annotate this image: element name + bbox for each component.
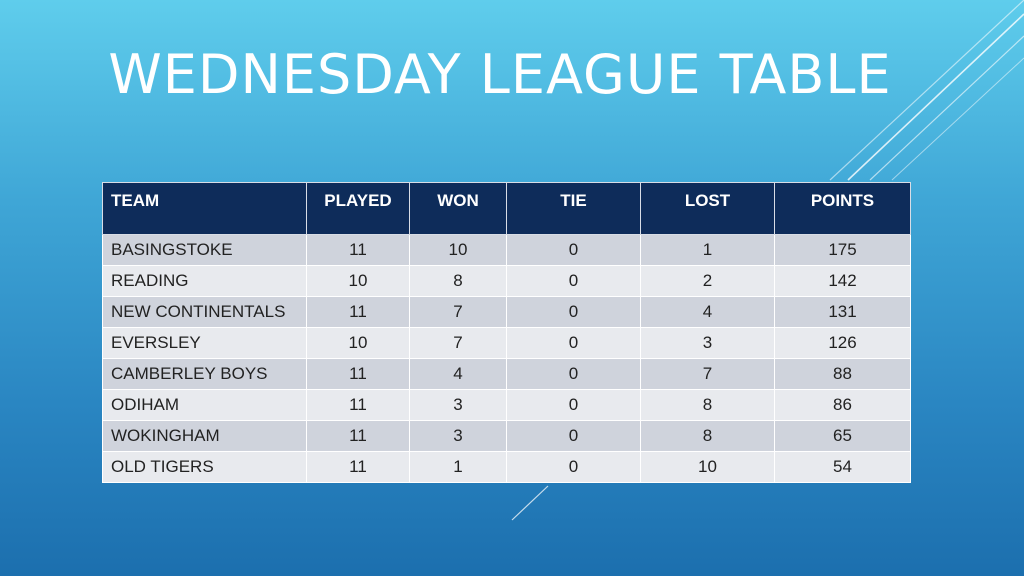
team-name-cell: CAMBERLEY BOYS (102, 358, 307, 390)
tie-cell: 0 (506, 420, 641, 452)
lost-cell: 7 (640, 358, 775, 390)
header-points: POINTS (774, 182, 911, 235)
table-row: EVERSLEY 10 7 0 3 126 (102, 327, 911, 359)
points-cell: 54 (774, 451, 911, 483)
played-cell: 11 (306, 389, 410, 421)
lost-cell: 4 (640, 296, 775, 328)
table-row: ODIHAM 11 3 0 8 86 (102, 389, 911, 421)
won-cell: 4 (409, 358, 507, 390)
table-row: READING 10 8 0 2 142 (102, 265, 911, 297)
points-cell: 142 (774, 265, 911, 297)
won-cell: 7 (409, 296, 507, 328)
tie-cell: 0 (506, 265, 641, 297)
points-cell: 86 (774, 389, 911, 421)
deco-line-5 (511, 485, 549, 521)
team-name-cell: EVERSLEY (102, 327, 307, 359)
header-tie: TIE (506, 182, 641, 235)
table-row: WOKINGHAM 11 3 0 8 65 (102, 420, 911, 452)
tie-cell: 0 (506, 451, 641, 483)
points-cell: 88 (774, 358, 911, 390)
team-name-cell: ODIHAM (102, 389, 307, 421)
played-cell: 11 (306, 296, 410, 328)
tie-cell: 0 (506, 389, 641, 421)
tie-cell: 0 (506, 234, 641, 266)
table-row: CAMBERLEY BOYS 11 4 0 7 88 (102, 358, 911, 390)
header-lost: LOST (640, 182, 775, 235)
won-cell: 3 (409, 389, 507, 421)
points-cell: 175 (774, 234, 911, 266)
team-name-cell: NEW CONTINENTALS (102, 296, 307, 328)
lost-cell: 10 (640, 451, 775, 483)
played-cell: 11 (306, 358, 410, 390)
team-name-cell: OLD TIGERS (102, 451, 307, 483)
played-cell: 10 (306, 265, 410, 297)
tie-cell: 0 (506, 358, 641, 390)
played-cell: 11 (306, 420, 410, 452)
won-cell: 7 (409, 327, 507, 359)
played-cell: 11 (306, 234, 410, 266)
lost-cell: 8 (640, 420, 775, 452)
won-cell: 8 (409, 265, 507, 297)
lost-cell: 2 (640, 265, 775, 297)
team-name-cell: BASINGSTOKE (102, 234, 307, 266)
lost-cell: 8 (640, 389, 775, 421)
table-row: BASINGSTOKE 11 10 0 1 175 (102, 234, 911, 266)
lost-cell: 1 (640, 234, 775, 266)
won-cell: 1 (409, 451, 507, 483)
slide-title: WEDNESDAY LEAGUE TABLE (108, 43, 892, 106)
lost-cell: 3 (640, 327, 775, 359)
played-cell: 10 (306, 327, 410, 359)
header-team: TEAM (102, 182, 307, 235)
table-row: NEW CONTINENTALS 11 7 0 4 131 (102, 296, 911, 328)
team-name-cell: WOKINGHAM (102, 420, 307, 452)
header-played: PLAYED (306, 182, 410, 235)
table-header-row: TEAM PLAYED WON TIE LOST POINTS (102, 182, 911, 235)
tie-cell: 0 (506, 327, 641, 359)
team-name-cell: READING (102, 265, 307, 297)
played-cell: 11 (306, 451, 410, 483)
points-cell: 131 (774, 296, 911, 328)
points-cell: 65 (774, 420, 911, 452)
header-won: WON (409, 182, 507, 235)
table-row: OLD TIGERS 11 1 0 10 54 (102, 451, 911, 483)
won-cell: 3 (409, 420, 507, 452)
points-cell: 126 (774, 327, 911, 359)
league-table: TEAM PLAYED WON TIE LOST POINTS BASINGST… (102, 182, 911, 483)
tie-cell: 0 (506, 296, 641, 328)
won-cell: 10 (409, 234, 507, 266)
